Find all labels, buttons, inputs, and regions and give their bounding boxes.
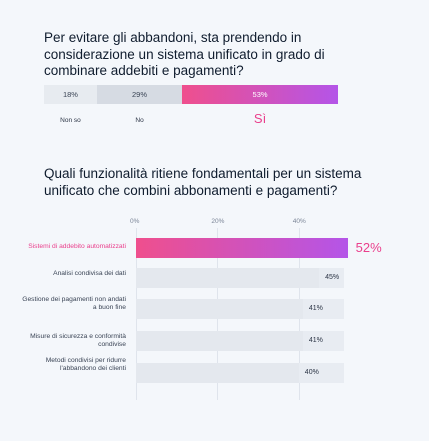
category-label: Misure di sicurezza e conformità condivi… (30, 333, 126, 348)
stacked-bar: 18% 29% 53% (44, 85, 338, 104)
category-label: Metodi condivisi per ridurre l'abbandono… (45, 357, 126, 372)
question-2-title: Quali funzionalità ritiene fondamentali … (44, 166, 362, 198)
category-label: Analisi condivisa dei dati (53, 270, 126, 277)
stacked-segment-1: 29% (96, 85, 183, 104)
features-bar-chart: 0% 20% 40% Sistemi di addebito automatizzat… (0, 210, 429, 410)
x-tick-label: 20% (211, 218, 225, 225)
value-label: 41% (308, 305, 323, 312)
category-label: Sistemi di addebito automatizzati (28, 243, 126, 250)
bar-4 (136, 363, 299, 383)
bar-2 (136, 299, 303, 319)
value-label: 40% (304, 369, 319, 376)
bar-1 (136, 268, 320, 288)
question-1-title: Per evitare gli abbandoni, sta prendendo… (44, 30, 325, 78)
stacked-segment-0: 18% (44, 85, 97, 104)
value-label: 45% (325, 274, 340, 281)
stacked-segment-label-0: Non so (60, 117, 81, 124)
bar-3 (136, 331, 303, 351)
stacked-segment-label-1: No (135, 117, 144, 124)
x-tick-label: 0% (130, 218, 140, 225)
bar-0 (136, 238, 348, 258)
stacked-segment-label-2: Sì (253, 111, 267, 126)
category-label: Gestione dei pagamenti non andati a buon… (22, 296, 126, 311)
value-label: 52% (355, 240, 382, 255)
x-tick-label: 40% (292, 218, 306, 225)
value-label: 41% (308, 337, 323, 344)
stacked-segment-2: 53% (182, 85, 338, 104)
